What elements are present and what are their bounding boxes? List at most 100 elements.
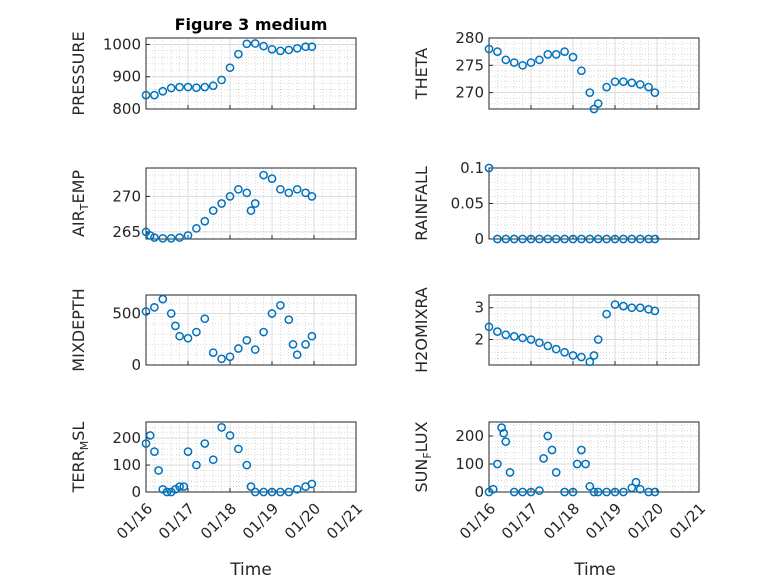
- data-point: [301, 340, 310, 349]
- data-point: [150, 233, 159, 242]
- y-tick-label: 0: [131, 483, 141, 501]
- data-point: [593, 487, 603, 497]
- data-point: [234, 444, 243, 454]
- y-tick-label: 100: [455, 455, 484, 473]
- data-point: [627, 483, 637, 493]
- data-point: [234, 344, 243, 353]
- data-point: [166, 83, 176, 93]
- data-point: [246, 482, 256, 491]
- data-point: [493, 459, 502, 469]
- data-point: [225, 352, 235, 362]
- data-point: [535, 55, 544, 65]
- data-point: [225, 192, 235, 201]
- plot-area: [145, 294, 357, 366]
- data-point: [631, 477, 641, 487]
- data-point: [267, 487, 277, 497]
- data-point: [493, 234, 502, 244]
- data-point: [200, 314, 210, 324]
- data-point: [217, 423, 226, 432]
- data-point: [267, 44, 277, 54]
- data-point: [593, 335, 603, 344]
- data-point: [192, 83, 201, 93]
- data-point: [610, 487, 620, 497]
- data-point: [551, 234, 561, 244]
- data-point: [183, 447, 193, 456]
- data-point: [307, 42, 317, 52]
- data-point: [488, 484, 498, 494]
- plot-frame: [145, 37, 357, 110]
- y-label-main: AIR: [69, 210, 88, 237]
- panel-rainfall: 0 0.05 0.1 RAINFALL: [412, 159, 700, 248]
- data-point: [484, 44, 494, 54]
- data-point: [250, 199, 260, 208]
- data-point: [150, 90, 159, 100]
- data-point: [276, 300, 285, 310]
- data-point: [518, 333, 527, 343]
- data-point: [619, 487, 628, 497]
- data-point: [183, 82, 193, 92]
- data-point: [650, 306, 660, 316]
- data-point: [259, 170, 268, 180]
- data-point: [602, 82, 611, 92]
- data-point: [619, 301, 628, 311]
- data-point: [501, 437, 511, 446]
- y-label-main: MIXDEPTH: [69, 288, 88, 371]
- data-point: [276, 46, 285, 56]
- data-point: [518, 60, 527, 70]
- data-point: [610, 77, 620, 87]
- data-point: [635, 80, 645, 89]
- data-point: [560, 487, 569, 497]
- data-point: [162, 487, 172, 497]
- data-point: [246, 206, 256, 215]
- data-point: [539, 454, 548, 463]
- y-tick-label: 275: [455, 56, 484, 74]
- data-point: [175, 233, 184, 242]
- y-label-main: SUN: [412, 459, 431, 493]
- data-point: [585, 357, 595, 367]
- y-tick-label: 270: [112, 187, 141, 205]
- data-point: [543, 431, 553, 441]
- data-point: [284, 188, 294, 198]
- x-tick-label: 01/19: [582, 500, 625, 543]
- data-point: [493, 47, 502, 57]
- data-point: [284, 487, 294, 497]
- y-tick-label: 3: [474, 299, 484, 317]
- data-point: [242, 39, 252, 49]
- plot-area: [488, 37, 700, 110]
- y-tick-label: 0: [474, 230, 484, 248]
- y-label-rest: LUX: [412, 421, 431, 452]
- data-point: [568, 52, 578, 62]
- data-point: [509, 58, 519, 67]
- data-point: [589, 104, 599, 114]
- y-label-main: TERR: [69, 450, 88, 493]
- data-point: [543, 341, 553, 351]
- data-point: [158, 86, 168, 96]
- data-point: [208, 348, 218, 357]
- data-point: [560, 347, 569, 357]
- data-point: [250, 487, 260, 497]
- x-tick-label: 01/19: [239, 500, 282, 543]
- data-point: [301, 188, 310, 198]
- y-tick-label: 800: [112, 100, 141, 118]
- panel-h2omixra: 2 3 H2OMIXRA: [412, 287, 700, 373]
- data-point: [259, 41, 268, 51]
- data-point: [242, 335, 252, 345]
- plot-area: [145, 421, 357, 493]
- data-point: [602, 309, 611, 319]
- y-axis-label: THETA: [412, 48, 431, 100]
- y-label-subscript: T: [78, 203, 91, 211]
- y-tick-label: 500: [112, 305, 141, 323]
- panel-air-temp: 265 270 AIRTEMP: [69, 167, 357, 243]
- y-tick-label: 100: [112, 456, 141, 474]
- data-point: [493, 327, 502, 336]
- data-point: [276, 487, 285, 497]
- data-point: [501, 330, 511, 340]
- data-point: [650, 234, 660, 244]
- data-point: [619, 234, 628, 244]
- data-point: [585, 482, 595, 491]
- data-point: [610, 300, 620, 309]
- data-point: [192, 224, 201, 233]
- y-label-subscript: M: [78, 441, 91, 451]
- data-point: [292, 484, 302, 494]
